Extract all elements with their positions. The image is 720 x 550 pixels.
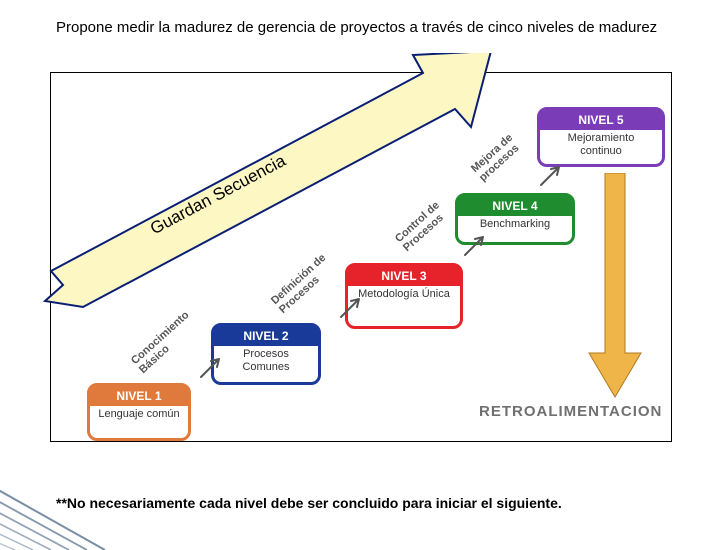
footnote-text: **No necesariamente cada nivel debe ser …: [56, 494, 690, 512]
connector-arrow-4: [537, 157, 571, 191]
connector-label-4: Mejora deprocesos: [469, 132, 523, 184]
level-2-title: NIVEL 2: [214, 326, 318, 346]
retro-arrow: [585, 173, 645, 403]
connector-label-3: Control deProcesos: [393, 199, 450, 254]
connector-label-1: ConocimientoBásico: [129, 309, 200, 376]
diagram-frame: Guardan Secuencia NIVEL 1Lenguaje comúnN…: [50, 72, 672, 442]
connector-arrow-2: [337, 289, 371, 323]
level-1-title: NIVEL 1: [90, 386, 188, 406]
level-5-subtitle: Mejoramiento continuo: [546, 132, 656, 157]
connector-arrow-3: [461, 227, 495, 261]
corner-accent: [0, 430, 145, 550]
intro-text: Propone medir la madurez de gerencia de …: [56, 18, 690, 38]
level-3-title: NIVEL 3: [348, 266, 460, 286]
level-2-subtitle: Procesos Comunes: [220, 348, 312, 373]
connector-arrow-1: [197, 349, 231, 383]
level-4-title: NIVEL 4: [458, 196, 572, 216]
level-5-title: NIVEL 5: [540, 110, 662, 130]
level-1-box: NIVEL 1 Lenguaje común: [87, 383, 191, 441]
level-1-subtitle: Lenguaje común: [96, 408, 182, 421]
connector-label-2: Definición deProcesos: [269, 252, 336, 316]
diagonal-arrow-label: Guardan Secuencia: [147, 151, 289, 239]
retro-label: RETROALIMENTACION: [479, 403, 662, 420]
